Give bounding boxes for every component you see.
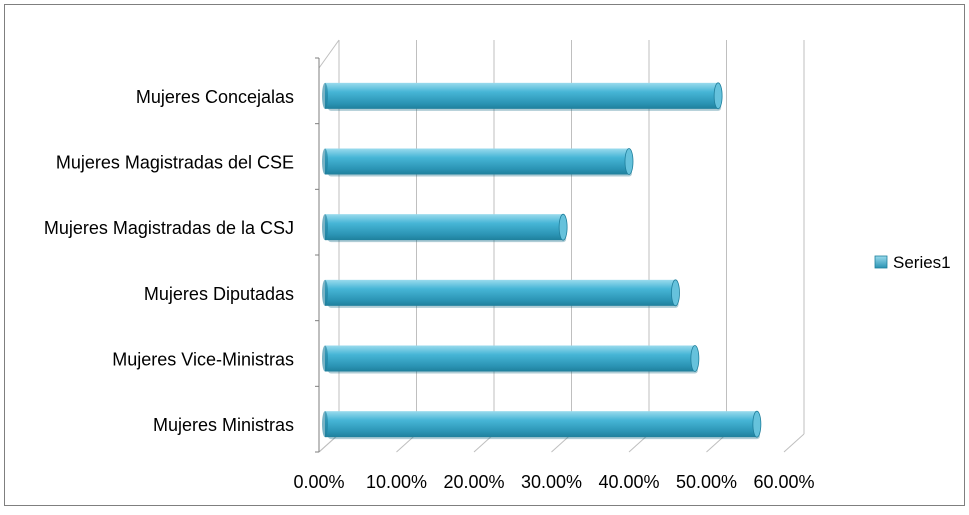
category-label: Mujeres Magistradas de la CSJ xyxy=(44,218,294,238)
bar xyxy=(322,148,634,177)
bar-end-cap xyxy=(558,213,568,241)
bar-end-cap xyxy=(752,410,762,438)
x-tick-labels: 0.00% 10.00% 20.00% 30.00% 40.00% 50.00% 60.00… xyxy=(293,472,814,492)
bar-start-cap xyxy=(322,82,328,109)
x-tick-label: 30.00% xyxy=(521,472,582,492)
bar xyxy=(322,279,680,308)
bar-end-cap xyxy=(713,82,723,110)
category-labels: Mujeres Ministras Mujeres Vice-Ministras M… xyxy=(44,87,294,435)
legend: Series1 xyxy=(874,253,951,272)
legend-swatch xyxy=(874,255,888,269)
bar-body xyxy=(325,148,629,175)
bar-start-cap xyxy=(322,279,328,306)
x-tick-label: 60.00% xyxy=(753,472,814,492)
x-tick-label: 40.00% xyxy=(598,472,659,492)
category-label: Mujeres Ministras xyxy=(153,415,294,435)
floor-gridline xyxy=(783,433,805,453)
bar xyxy=(322,82,723,111)
x-tick-label: 0.00% xyxy=(293,472,344,492)
bar xyxy=(322,345,700,374)
bar-body xyxy=(325,214,564,241)
bar-start-cap xyxy=(322,345,328,372)
bar-body xyxy=(325,82,719,109)
bar-start-cap xyxy=(322,411,328,438)
bar-body xyxy=(325,345,695,372)
bar-end-cap xyxy=(690,345,700,372)
left-wall-top-edge xyxy=(318,39,340,69)
bar-end-cap xyxy=(624,148,634,175)
bar-layer xyxy=(322,82,762,440)
category-label: Mujeres Diputadas xyxy=(144,284,294,304)
category-label: Mujeres Vice-Ministras xyxy=(112,350,294,370)
x-tick-label: 20.00% xyxy=(443,472,504,492)
category-label: Mujeres Magistradas del CSE xyxy=(56,153,294,173)
bar xyxy=(322,410,762,440)
category-label: Mujeres Concejalas xyxy=(136,87,294,107)
bar-body xyxy=(325,411,757,438)
legend-label: Series1 xyxy=(893,253,951,272)
bar xyxy=(322,213,568,243)
bar-start-cap xyxy=(322,148,328,175)
bar-start-cap xyxy=(322,214,328,241)
x-tick-label: 10.00% xyxy=(366,472,427,492)
bar-body xyxy=(325,279,676,306)
x-tick-label: 50.00% xyxy=(676,472,737,492)
bar-end-cap xyxy=(671,279,680,307)
